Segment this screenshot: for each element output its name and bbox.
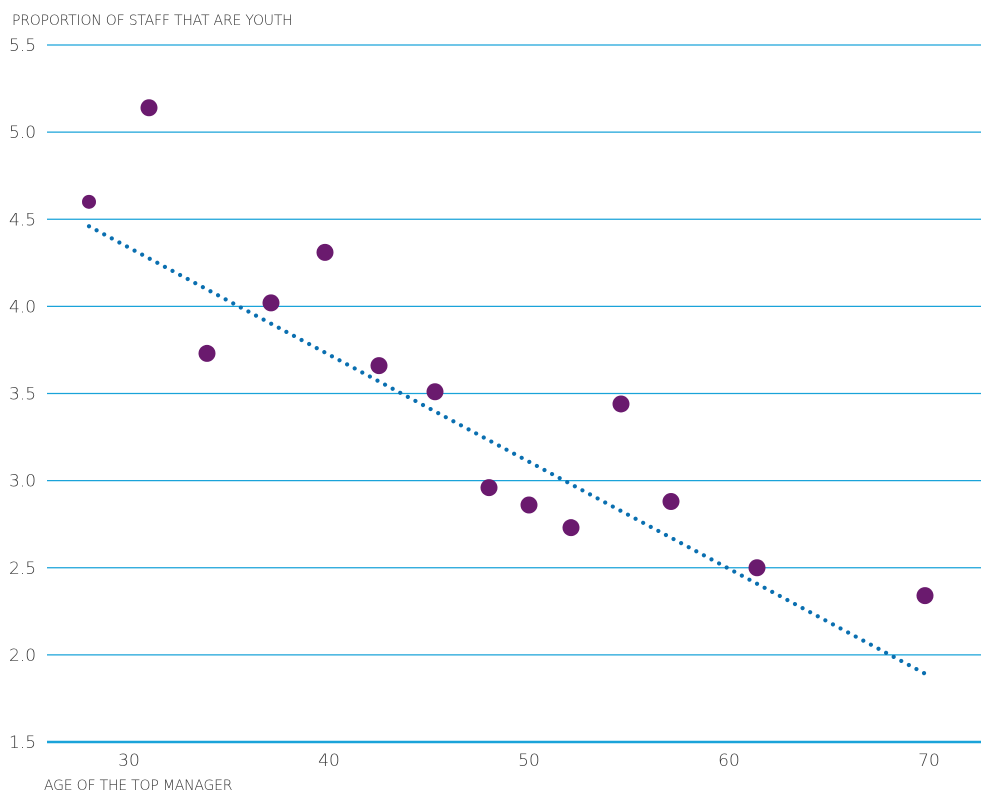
data-point	[612, 395, 630, 413]
x-tick-label: 40	[318, 751, 340, 771]
y-tick-label: 2.5	[9, 559, 36, 579]
data-point	[316, 243, 334, 261]
data-point	[198, 344, 216, 362]
y-tick-label: 2.0	[9, 646, 36, 666]
data-point	[140, 99, 158, 117]
x-tick-label: 30	[118, 751, 140, 771]
data-point	[426, 383, 444, 401]
data-points	[82, 99, 934, 605]
x-tick-labels: 30 40 50 60 70	[118, 751, 940, 771]
y-tick-label: 5.0	[9, 123, 36, 143]
y-tick-labels: 1.5 2.0 2.5 3.0 3.5 4.0 4.5 5.0 5.5	[9, 36, 36, 753]
data-point	[662, 493, 680, 511]
x-tick-label: 70	[918, 751, 940, 771]
y-tick-label: 4.0	[9, 297, 36, 317]
y-tick-label: 3.5	[9, 385, 36, 405]
data-point	[520, 496, 538, 514]
y-tick-label: 3.0	[9, 472, 36, 492]
data-point	[262, 294, 280, 312]
data-point	[370, 357, 388, 375]
data-point	[916, 587, 934, 605]
trendline-path	[86, 224, 932, 678]
y-axis-title: PROPORTION OF STAFF THAT ARE YOUTH	[12, 13, 293, 29]
x-tick-label: 60	[718, 751, 740, 771]
y-tick-label: 4.5	[9, 210, 36, 230]
gridlines	[47, 44, 981, 744]
data-point	[480, 479, 498, 497]
y-tick-label: 5.5	[9, 36, 36, 56]
y-tick-label: 1.5	[9, 733, 36, 753]
data-point	[748, 559, 766, 577]
trendline	[86, 224, 932, 678]
data-point	[82, 194, 96, 209]
x-axis-title: AGE OF THE TOP MANAGER	[44, 778, 232, 793]
x-tick-label: 50	[518, 751, 540, 771]
data-point	[562, 519, 580, 537]
